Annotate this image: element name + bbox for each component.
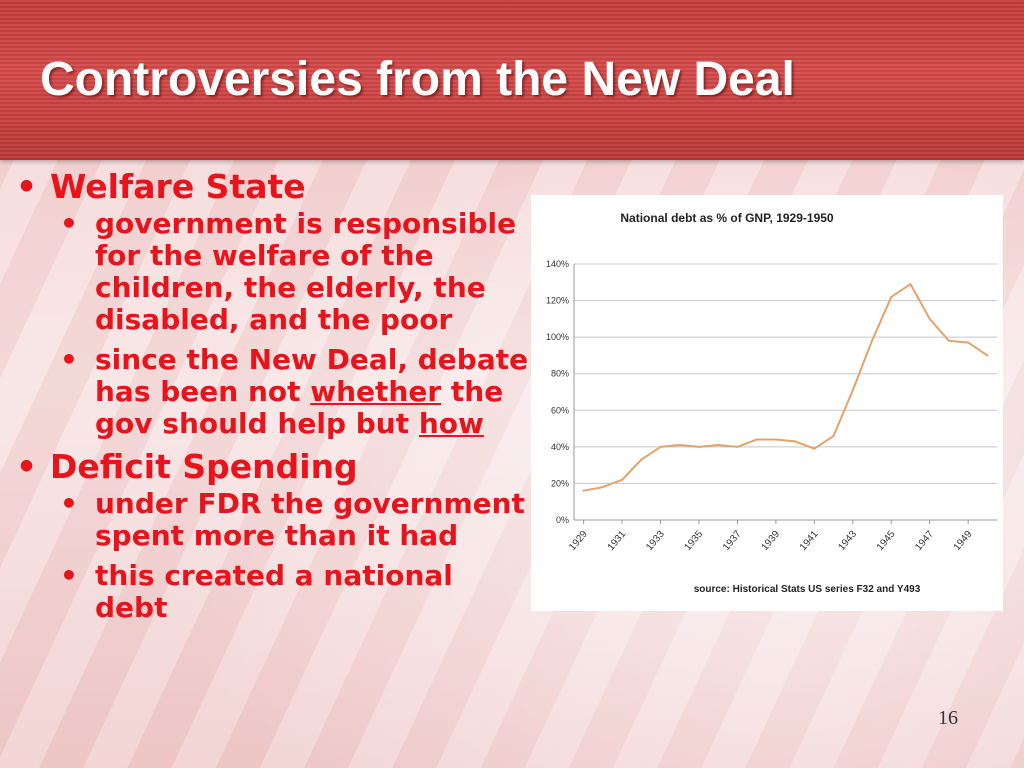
x-tick-label: 1947 bbox=[913, 529, 936, 553]
sub-bullet: • under FDR the government spent more th… bbox=[60, 488, 534, 552]
sub-bullet: • this created a national debt bbox=[60, 560, 534, 624]
x-tick-label: 1931 bbox=[606, 529, 629, 553]
y-tick-label: 0% bbox=[556, 515, 569, 525]
y-tick-label: 80% bbox=[551, 369, 569, 379]
bullet-heading: Welfare State bbox=[50, 167, 306, 206]
bullet-content: • Welfare State • government is responsi… bbox=[14, 168, 534, 632]
slide-title: Controversies from the New Deal bbox=[40, 53, 795, 106]
bullet-dot-icon: • bbox=[60, 343, 78, 376]
bullet-deficit-spending: • Deficit Spending bbox=[14, 448, 534, 486]
series-line bbox=[582, 283, 989, 492]
x-tick-label: 1943 bbox=[836, 529, 859, 553]
sub-bullet-text-part: the gov should help but bbox=[95, 375, 504, 440]
x-tick-label: 1933 bbox=[644, 529, 667, 553]
y-tick-label: 100% bbox=[546, 332, 569, 342]
x-tick-label: 1949 bbox=[952, 529, 975, 553]
y-tick-label: 60% bbox=[551, 405, 569, 415]
x-tick-label: 1929 bbox=[567, 529, 590, 553]
chart-title: National debt as % of GNP, 1929-1950 bbox=[620, 211, 834, 225]
bullet-dot-icon: • bbox=[16, 167, 38, 206]
sub-bullet-text: under FDR the government spent more than… bbox=[95, 487, 525, 552]
sub-bullet-text-part: since the New Deal, debate has been not bbox=[95, 343, 529, 408]
x-tick-label: 1935 bbox=[683, 529, 706, 553]
bullet-dot-icon: • bbox=[60, 487, 78, 520]
bullet-welfare-state: • Welfare State bbox=[14, 168, 534, 206]
y-tick-label: 40% bbox=[551, 442, 569, 452]
chart-svg: National debt as % of GNP, 1929-1950 0% 2… bbox=[546, 211, 997, 595]
page-number: 16 bbox=[938, 707, 958, 729]
y-tick-label: 120% bbox=[546, 296, 569, 306]
sub-bullet-text: government is responsible for the welfar… bbox=[95, 207, 517, 336]
y-tick-label: 140% bbox=[546, 259, 569, 269]
sub-bullet-text: this created a national debt bbox=[95, 559, 453, 624]
sub-bullet: • since the New Deal, debate has been no… bbox=[60, 344, 534, 440]
underlined-word-whether: whether bbox=[310, 375, 442, 408]
x-tick-label: 1945 bbox=[875, 529, 898, 553]
title-bar: Controversies from the New Deal bbox=[0, 0, 1024, 160]
x-tick-label: 1937 bbox=[721, 529, 744, 553]
sub-bullet: • government is responsible for the welf… bbox=[60, 208, 534, 336]
bullet-dot-icon: • bbox=[60, 559, 78, 592]
debt-chart: National debt as % of GNP, 1929-1950 0% 2… bbox=[531, 195, 1003, 611]
y-tick-label: 20% bbox=[551, 478, 569, 488]
x-tick-label: 1939 bbox=[759, 529, 782, 553]
x-tick-label: 1941 bbox=[798, 529, 821, 553]
bullet-dot-icon: • bbox=[16, 447, 38, 486]
chart-source: source: Historical Stats US series F32 a… bbox=[694, 584, 921, 595]
underlined-word-how: how bbox=[418, 407, 484, 440]
bullet-heading: Deficit Spending bbox=[50, 447, 358, 486]
bullet-dot-icon: • bbox=[60, 207, 78, 240]
